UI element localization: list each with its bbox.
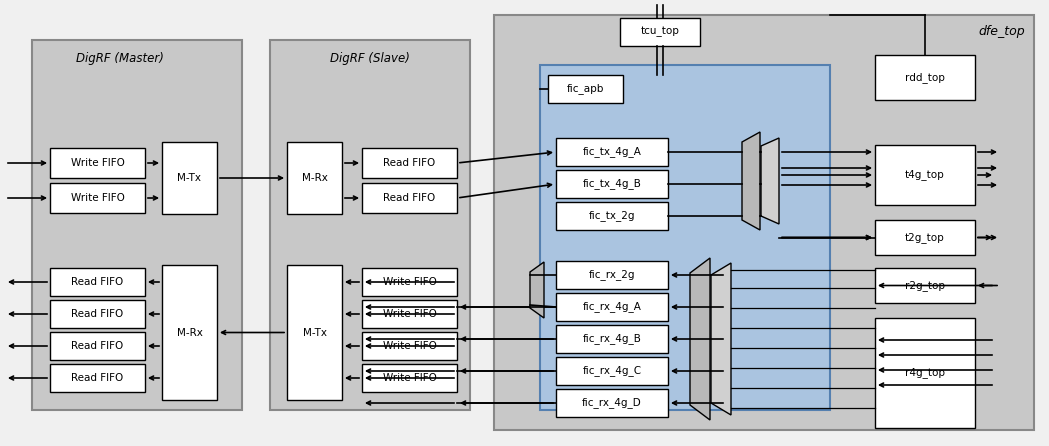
Text: dfe_top: dfe_top (979, 25, 1025, 38)
Bar (362, 300, 457, 328)
Polygon shape (530, 262, 544, 318)
Text: Read FIFO: Read FIFO (71, 373, 124, 383)
Bar (556, 138, 668, 166)
Bar (50, 183, 145, 213)
Text: fic_tx_4g_A: fic_tx_4g_A (582, 147, 641, 157)
Text: Write FIFO: Write FIFO (70, 158, 125, 168)
Text: M-Rx: M-Rx (301, 173, 327, 183)
Text: Write FIFO: Write FIFO (383, 341, 436, 351)
Text: fic_tx_2g: fic_tx_2g (588, 211, 636, 222)
Polygon shape (761, 138, 779, 224)
Bar (556, 389, 668, 417)
Bar (875, 145, 975, 205)
Text: fic_rx_4g_B: fic_rx_4g_B (582, 334, 641, 344)
Text: M-Rx: M-Rx (176, 327, 202, 338)
Text: M-Tx: M-Tx (177, 173, 201, 183)
Bar (287, 142, 342, 214)
Text: t2g_top: t2g_top (905, 232, 945, 243)
Bar (620, 18, 700, 46)
Text: r2g_top: r2g_top (905, 280, 945, 291)
Bar (362, 148, 457, 178)
Text: DigRF (Master): DigRF (Master) (77, 52, 164, 65)
Bar (362, 183, 457, 213)
Text: fic_top: fic_top (558, 75, 599, 88)
Bar (556, 325, 668, 353)
Text: fic_rx_4g_A: fic_rx_4g_A (582, 301, 641, 313)
Bar (494, 15, 1034, 430)
Bar (162, 265, 217, 400)
Bar (556, 170, 668, 198)
Bar (50, 148, 145, 178)
Bar (362, 364, 457, 392)
Bar (362, 332, 457, 360)
Text: Read FIFO: Read FIFO (383, 193, 435, 203)
Bar (50, 332, 145, 360)
Bar (33, 40, 242, 410)
Text: Read FIFO: Read FIFO (383, 158, 435, 168)
Text: Write FIFO: Write FIFO (383, 373, 436, 383)
Bar (875, 220, 975, 255)
Bar (162, 142, 217, 214)
Text: t4g_top: t4g_top (905, 169, 945, 181)
Text: fic_rx_2g: fic_rx_2g (588, 269, 636, 281)
Text: fic_tx_4g_B: fic_tx_4g_B (582, 178, 641, 190)
Bar (50, 364, 145, 392)
Text: tcu_top: tcu_top (641, 27, 680, 37)
Bar (875, 318, 975, 428)
Bar (556, 261, 668, 289)
Text: fic_apb: fic_apb (566, 83, 604, 95)
Text: Write FIFO: Write FIFO (383, 309, 436, 319)
Text: M-Tx: M-Tx (302, 327, 326, 338)
Bar (50, 268, 145, 296)
Text: Read FIFO: Read FIFO (71, 277, 124, 287)
Text: fic_rx_4g_C: fic_rx_4g_C (582, 366, 642, 376)
Bar (556, 202, 668, 230)
Bar (270, 40, 470, 410)
Text: fic_rx_4g_D: fic_rx_4g_D (582, 397, 642, 409)
Bar (875, 268, 975, 303)
Bar (556, 357, 668, 385)
Text: Read FIFO: Read FIFO (71, 341, 124, 351)
Text: Write FIFO: Write FIFO (383, 277, 436, 287)
Bar (556, 293, 668, 321)
Polygon shape (690, 258, 710, 420)
Bar (50, 300, 145, 328)
Bar (540, 65, 830, 410)
Text: Read FIFO: Read FIFO (71, 309, 124, 319)
Bar (548, 75, 623, 103)
Text: DigRF (Slave): DigRF (Slave) (330, 52, 410, 65)
Polygon shape (742, 132, 759, 230)
Polygon shape (711, 263, 731, 415)
Bar (287, 265, 342, 400)
Text: Write FIFO: Write FIFO (70, 193, 125, 203)
Text: rdd_top: rdd_top (905, 72, 945, 83)
Bar (362, 268, 457, 296)
Bar (875, 55, 975, 100)
Text: r4g_top: r4g_top (905, 368, 945, 379)
